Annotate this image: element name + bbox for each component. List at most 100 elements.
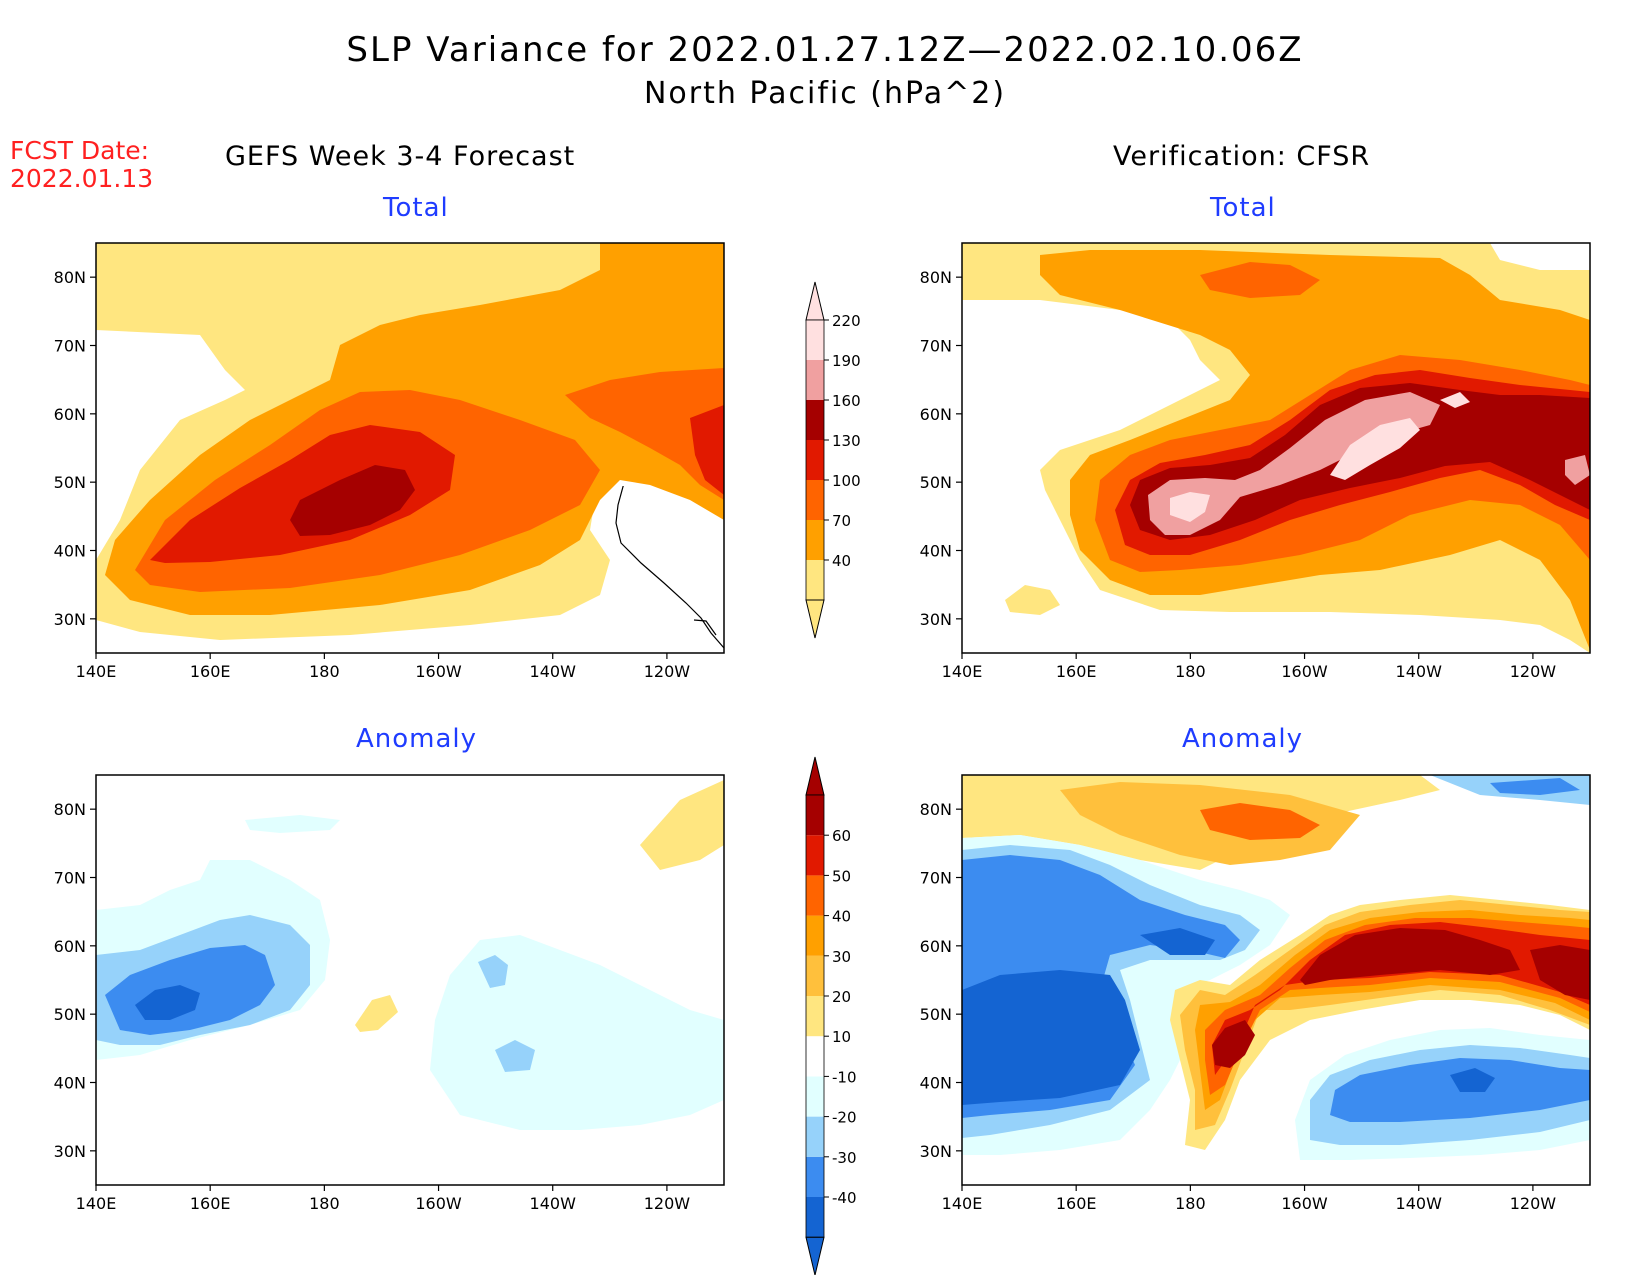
y-tick-label: 60N [920, 405, 952, 424]
colorbar-arrow-top [805, 756, 825, 796]
colorbar-arrow-bottom [805, 1236, 825, 1275]
colorbar-segment [806, 1076, 824, 1117]
x-tick-label: 140W [1396, 1194, 1443, 1213]
x-tick-label: 160E [1056, 1194, 1097, 1213]
x-tick-label: 140E [942, 662, 983, 681]
colorbar-label: -10 [832, 1068, 857, 1086]
colorbar-segment [806, 915, 824, 956]
colorbar-arrow-top [805, 281, 825, 321]
y-tick-label: 50N [920, 473, 952, 492]
colorbar-segment [806, 480, 824, 520]
x-tick-label: 160W [1281, 1194, 1328, 1213]
y-tick-label: 50N [920, 1005, 952, 1024]
field-anom-pos-10-ne [640, 780, 724, 870]
colorbar-label: 130 [832, 432, 861, 450]
y-tick-label: 40N [920, 1074, 952, 1093]
colorbar-segment [806, 875, 824, 916]
fcst-date: 2022.01.13 [10, 164, 154, 193]
field-anom-pos-60-main [1300, 928, 1520, 985]
coastline-tl [615, 486, 725, 649]
y-tick-label: 80N [920, 268, 952, 287]
x-tick-label: 120W [644, 1194, 691, 1213]
map-frame-bl [95, 774, 725, 1186]
field-total-130 [150, 425, 455, 563]
x-tick-label: 140E [76, 662, 117, 681]
colorbar-label: -20 [832, 1109, 857, 1127]
map-frame-tr [961, 242, 1591, 654]
field-total-190-east [1565, 455, 1590, 485]
y-tick-label: 70N [920, 869, 952, 888]
field-total-100-east [565, 368, 724, 500]
colorbar-arrow-bottom [805, 599, 825, 639]
y-tick-label: 50N [54, 473, 86, 492]
field-anom-neg-20-east [478, 955, 508, 988]
colorbar-label: 20 [832, 988, 851, 1006]
y-tick-label: 60N [54, 937, 86, 956]
x-tick-label: 120W [1510, 1194, 1557, 1213]
x-tick-label: 160E [190, 662, 231, 681]
colorbar-label: 10 [832, 1028, 851, 1046]
x-tick-label: 120W [644, 662, 691, 681]
colorbar-label: 220 [832, 312, 861, 330]
colorbar-label: -40 [832, 1189, 857, 1207]
right-column-title: Verification: CFSR [1113, 141, 1371, 172]
y-tick-label: 30N [920, 610, 952, 629]
map-panel-cfsr-total [962, 243, 1590, 653]
forecast-date-label: FCST Date: 2022.01.13 [10, 137, 153, 193]
colorbar-segment [806, 520, 824, 560]
colorbar-segment [806, 795, 824, 836]
colorbar-segment [806, 1197, 824, 1238]
field-anom-neg-north2 [1490, 778, 1580, 795]
x-tick-label: 140W [530, 662, 577, 681]
field-anom-neg-40-west [135, 985, 200, 1020]
field-total-190 [1148, 392, 1440, 535]
map-panel-gefs-total [96, 243, 724, 653]
field-total-220b [1330, 418, 1420, 480]
x-tick-label: 120W [1510, 662, 1557, 681]
field-total-220c [1440, 392, 1470, 408]
y-tick-label: 40N [920, 542, 952, 561]
x-tick-label: 140E [942, 1194, 983, 1213]
field-total-blob-sw [1005, 585, 1060, 615]
figure-title: SLP Variance for 2022.01.27.12Z—2022.02.… [346, 30, 1304, 70]
y-tick-label: 60N [920, 937, 952, 956]
colorbar-segment [806, 360, 824, 400]
panel-title-bottom-right: Anomaly [1182, 724, 1304, 754]
field-total-160 [290, 465, 415, 536]
y-tick-label: 70N [54, 337, 86, 356]
field-total-130-east [690, 405, 724, 495]
field-anom-pos-10-mid [355, 995, 398, 1032]
colorbar-anomaly: -40 -30 -20 -10 10 20 30 40 50 60 [805, 756, 857, 1275]
y-tick-label: 40N [54, 1074, 86, 1093]
x-tick-label: 140W [530, 1194, 577, 1213]
field-anom-pos-60-east [1530, 945, 1590, 1000]
field-anom-pos-60-west [1212, 1020, 1255, 1068]
field-anom-neg-10-arctic [245, 815, 340, 833]
field-anom-pos-40-north [1200, 803, 1320, 840]
panel-title-top-left: Total [383, 193, 449, 223]
y-tick-label: 30N [54, 1142, 86, 1161]
map-frame-br [961, 774, 1591, 1186]
panel-title-top-right: Total [1210, 193, 1276, 223]
y-tick-label: 70N [920, 337, 952, 356]
y-tick-label: 80N [54, 800, 86, 819]
colorbar-total: 40 70 100 130 160 190 220 [805, 281, 861, 639]
x-tick-label: 160W [1281, 662, 1328, 681]
left-column-title: GEFS Week 3-4 Forecast [225, 141, 576, 172]
x-tick-label: 160W [415, 1194, 462, 1213]
y-tick-label: 30N [54, 610, 86, 629]
colorbar-label: 40 [832, 552, 851, 570]
y-tick-label: 80N [54, 268, 86, 287]
x-tick-label: 180 [309, 1194, 340, 1213]
y-tick-label: 80N [920, 800, 952, 819]
colorbar-label: 40 [832, 908, 851, 926]
field-anom-neg-40-mid [1140, 928, 1215, 955]
colorbar-segment [806, 955, 824, 996]
field-anom-neg-20-east2 [495, 1040, 535, 1072]
x-tick-label: 180 [1175, 1194, 1206, 1213]
field-anom-neg-40-west [962, 970, 1140, 1105]
colorbar-segment [806, 400, 824, 440]
map-panel-gefs-anomaly [96, 775, 724, 1185]
fcst-label: FCST Date: [10, 136, 150, 165]
